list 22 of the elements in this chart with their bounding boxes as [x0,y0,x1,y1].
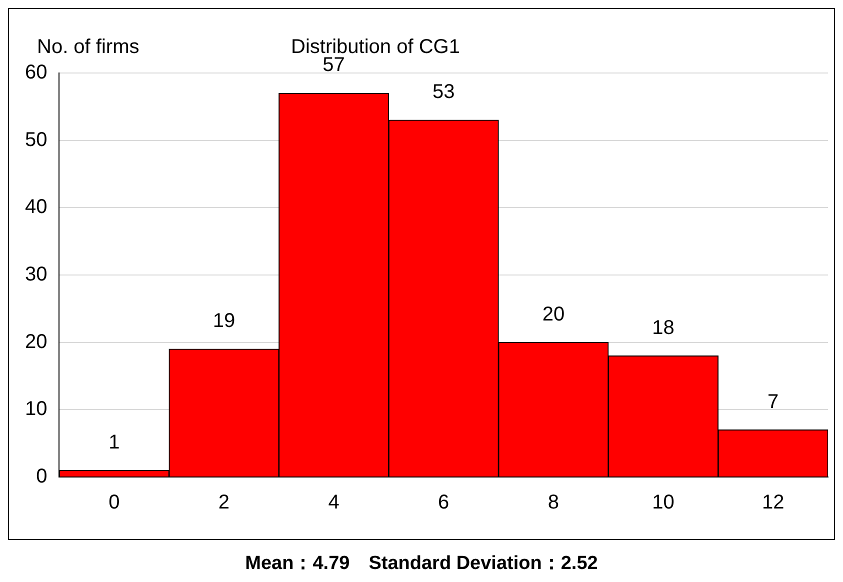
y-tick-label: 0 [36,466,48,488]
y-tick-label: 60 [24,62,48,84]
y-tick-label: 40 [24,196,48,218]
x-tick-label: 12 [762,492,784,514]
y-tick-label: 10 [24,398,48,420]
data-label: 18 [652,316,674,339]
x-tick-label: 10 [652,492,674,514]
y-tick-label: 50 [24,128,48,151]
data-label: 1 [108,431,120,454]
data-label: 19 [212,310,236,332]
x-tick-label: 2 [218,492,230,514]
y-tick-label: 20 [24,330,48,353]
x-tick-label: 4 [328,492,340,514]
text: Mean：4.79 Standard Deviation：2.52 [244,552,599,576]
x-tick-label: 6 [438,492,450,514]
x-tick-label: 0 [108,492,120,514]
x-tick-label: 8 [548,492,560,514]
data-label: 7 [768,390,779,413]
y-tick-label: 30 [24,264,48,286]
y-axis-title: No. of firms [37,36,140,58]
data-label: 20 [542,303,565,326]
data-label: 53 [432,81,455,104]
